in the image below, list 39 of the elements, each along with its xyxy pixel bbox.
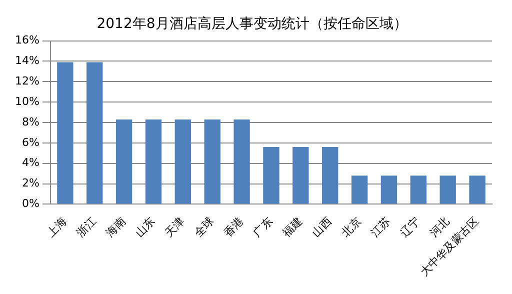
y-tick-label: 12% — [14, 74, 40, 88]
y-tick-label: 8% — [22, 115, 40, 128]
x-tick-label: 福建 — [280, 214, 305, 240]
bar — [322, 147, 338, 204]
bar — [263, 147, 280, 204]
y-tick-label: 16% — [14, 34, 40, 47]
x-tick-label: 香港 — [221, 214, 246, 240]
x-tick-label: 山西 — [309, 214, 334, 240]
x-tick-label: 全球 — [192, 214, 216, 240]
bar — [440, 176, 456, 204]
y-tick-label: 10% — [14, 94, 40, 108]
bar — [145, 119, 162, 204]
bar — [351, 176, 368, 204]
bar — [410, 176, 427, 204]
bar — [292, 147, 309, 204]
x-tick-label: 辽宁 — [398, 214, 423, 240]
y-tick-label: 2% — [22, 176, 40, 190]
bar — [57, 62, 74, 204]
y-tick-label: 6% — [22, 136, 40, 149]
x-tick-label: 北京 — [338, 214, 364, 240]
bar — [380, 176, 398, 204]
x-tick-label: 海南 — [103, 214, 128, 240]
bar — [116, 119, 132, 204]
x-tick-label: 天津 — [162, 214, 188, 240]
bar — [204, 119, 220, 204]
y-tick-label: 4% — [22, 156, 40, 170]
chart-title: 2012年8月酒店高层人事变动统计（按任命区域） — [96, 16, 408, 32]
x-tick-label: 山东 — [132, 214, 158, 240]
y-tick-label: 0% — [22, 197, 40, 210]
x-tick-label: 浙江 — [74, 214, 99, 240]
bar — [469, 176, 486, 204]
x-tick-label: 上海 — [44, 214, 70, 240]
x-tick-label: 河北 — [427, 214, 452, 240]
x-tick-label: 广东 — [250, 214, 276, 240]
bar — [234, 119, 250, 204]
bar — [86, 62, 103, 204]
bar — [174, 119, 192, 204]
y-tick-label: 14% — [14, 54, 40, 68]
x-tick-label: 江苏 — [368, 214, 394, 240]
